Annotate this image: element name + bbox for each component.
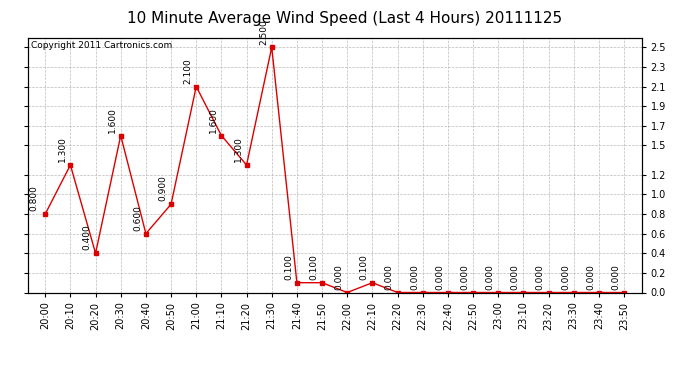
Text: 0.000: 0.000 [586,264,595,290]
Text: 10 Minute Average Wind Speed (Last 4 Hours) 20111125: 10 Minute Average Wind Speed (Last 4 Hou… [128,11,562,26]
Text: 0.000: 0.000 [460,264,469,290]
Text: 0.000: 0.000 [611,264,620,290]
Text: 0.000: 0.000 [485,264,495,290]
Text: 0.000: 0.000 [435,264,444,290]
Text: 0.100: 0.100 [284,254,293,280]
Text: 0.100: 0.100 [359,254,368,280]
Text: 0.000: 0.000 [385,264,394,290]
Text: Copyright 2011 Cartronics.com: Copyright 2011 Cartronics.com [30,41,172,50]
Text: 0.400: 0.400 [83,225,92,251]
Text: 1.600: 1.600 [208,107,217,133]
Text: 2.100: 2.100 [184,58,193,84]
Text: 1.600: 1.600 [108,107,117,133]
Text: 0.100: 0.100 [309,254,318,280]
Text: 1.300: 1.300 [57,136,66,162]
Text: 2.500: 2.500 [259,19,268,45]
Text: 0.600: 0.600 [133,205,142,231]
Text: 0.000: 0.000 [410,264,419,290]
Text: 0.800: 0.800 [30,185,39,211]
Text: 1.300: 1.300 [234,136,243,162]
Text: 0.000: 0.000 [335,264,344,290]
Text: 0.900: 0.900 [158,176,167,201]
Text: 0.000: 0.000 [535,264,544,290]
Text: 0.000: 0.000 [561,264,570,290]
Text: 0.000: 0.000 [511,264,520,290]
